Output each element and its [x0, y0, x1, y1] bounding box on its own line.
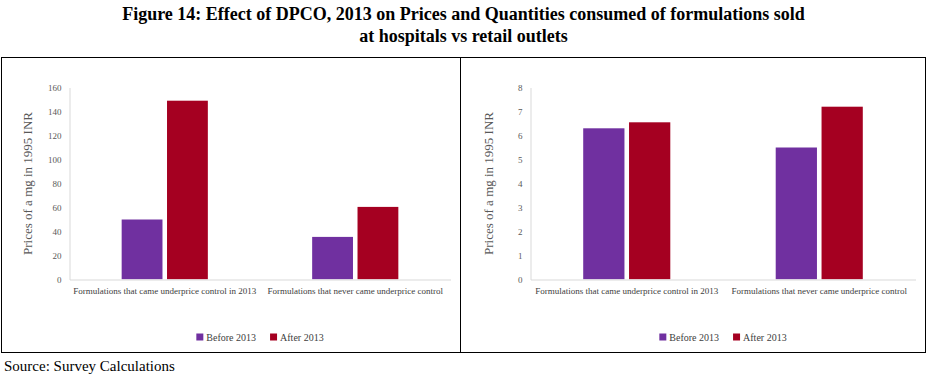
- x-axis: Formulations that came underprice contro…: [531, 280, 916, 296]
- y-tick-label: 40: [53, 227, 63, 237]
- x-tick-label: Formulations that came underprice contro…: [73, 286, 256, 296]
- y-tick: 120: [48, 131, 70, 141]
- x-tick-label: Formulations that never came underprice …: [731, 286, 907, 296]
- y-tick: 7: [518, 107, 531, 117]
- legend: Before 2013 After 2013: [659, 332, 786, 343]
- y-tick-label: 0: [518, 275, 523, 285]
- y-tick-label: 8: [518, 83, 523, 93]
- y-tick: 0: [518, 275, 531, 285]
- bar: [583, 128, 624, 279]
- bar: [122, 220, 163, 280]
- y-tick-label: 7: [518, 107, 523, 117]
- x-tick: Formulations that came underprice contro…: [73, 280, 256, 296]
- legend-label: Before 2013: [669, 332, 719, 343]
- y-tick-label: 140: [48, 107, 62, 117]
- legend-label: After 2013: [280, 332, 324, 343]
- plot-area: [583, 107, 863, 280]
- legend-swatch: [196, 334, 203, 341]
- title: at hospitals vs retail outlets: [359, 26, 568, 46]
- x-axis-line: [70, 280, 451, 281]
- y-tick: 5: [518, 155, 531, 165]
- bar: [776, 148, 817, 280]
- y-tick-label: 120: [48, 131, 62, 141]
- y-tick: 160: [48, 83, 70, 93]
- legend-swatch: [733, 334, 740, 341]
- y-tick-label: 4: [518, 179, 523, 189]
- y-tick: 40: [53, 227, 70, 237]
- y-tick: 1: [518, 251, 531, 261]
- panel-frame: [2, 58, 461, 353]
- y-tick-label: 80: [53, 179, 63, 189]
- y-axis-title: Prices of a mg in 1995 INR: [481, 112, 496, 255]
- y-tick-label: 6: [518, 131, 523, 141]
- y-axis-title: Prices of a mg in 1995 INR: [20, 112, 35, 255]
- y-tick-label: 5: [518, 155, 523, 165]
- y-tick-label: 3: [518, 203, 523, 213]
- legend-swatch: [270, 334, 277, 341]
- y-tick: 100: [48, 155, 70, 165]
- x-axis: Formulations that came underprice contro…: [70, 280, 451, 296]
- plot-area: [122, 101, 399, 280]
- x-axis-line: [531, 280, 916, 281]
- y-tick: 80: [53, 179, 70, 189]
- y-tick-label: 0: [57, 275, 62, 285]
- bar: [629, 122, 670, 279]
- y-tick-label: 20: [53, 251, 63, 261]
- x-tick-label: Formulations that never came underprice …: [267, 286, 443, 296]
- figure: Figure 14: Effect of DPCO, 2013 on Price…: [0, 0, 927, 380]
- y-tick: 20: [53, 251, 70, 261]
- y-tick: 0: [57, 275, 70, 285]
- bar: [358, 207, 399, 280]
- y-axis: 0 1 2 3 4 5 6 7 8: [518, 83, 531, 285]
- legend-item: Before 2013: [196, 332, 256, 343]
- x-tick: Formulations that came underprice contro…: [535, 280, 718, 296]
- legend-item: After 2013: [270, 332, 324, 343]
- y-tick-label: 60: [53, 203, 63, 213]
- source: Source: Survey Calculations: [4, 358, 175, 374]
- legend-item: After 2013: [733, 332, 787, 343]
- y-tick-label: 160: [48, 83, 62, 93]
- y-tick: 140: [48, 107, 70, 117]
- y-tick: 3: [518, 203, 531, 213]
- title: Figure 14: Effect of DPCO, 2013 on Price…: [122, 4, 805, 24]
- legend-label: Before 2013: [206, 332, 256, 343]
- bar: [167, 101, 208, 280]
- y-tick-label: 1: [518, 251, 523, 261]
- panel: 0 1 2 3 4 5 6 7 8 Prices of a mg in 1995 INR Formu…: [461, 58, 926, 353]
- panel: 0 20 40 60 80 100 120 140 160 Prices of a mg in 1…: [2, 58, 461, 353]
- y-tick: 8: [518, 83, 531, 93]
- legend-item: Before 2013: [659, 332, 719, 343]
- bar: [822, 107, 863, 280]
- y-tick-label: 100: [48, 155, 62, 165]
- bar: [312, 237, 353, 280]
- x-tick-label: Formulations that came underprice contro…: [535, 286, 718, 296]
- legend-swatch: [659, 334, 666, 341]
- y-tick-label: 2: [518, 227, 523, 237]
- y-tick: 4: [518, 179, 531, 189]
- legend-label: After 2013: [743, 332, 787, 343]
- y-tick: 6: [518, 131, 531, 141]
- y-tick: 2: [518, 227, 531, 237]
- y-tick: 60: [53, 203, 70, 213]
- x-tick: Formulations that never came underprice …: [731, 280, 907, 296]
- legend: Before 2013 After 2013: [196, 332, 323, 343]
- y-axis-line: [531, 88, 532, 280]
- y-axis: 0 20 40 60 80 100 120 140 160: [48, 83, 70, 285]
- y-axis-line: [70, 88, 71, 280]
- panel-frame: [461, 58, 926, 353]
- x-tick: Formulations that never came underprice …: [267, 280, 443, 296]
